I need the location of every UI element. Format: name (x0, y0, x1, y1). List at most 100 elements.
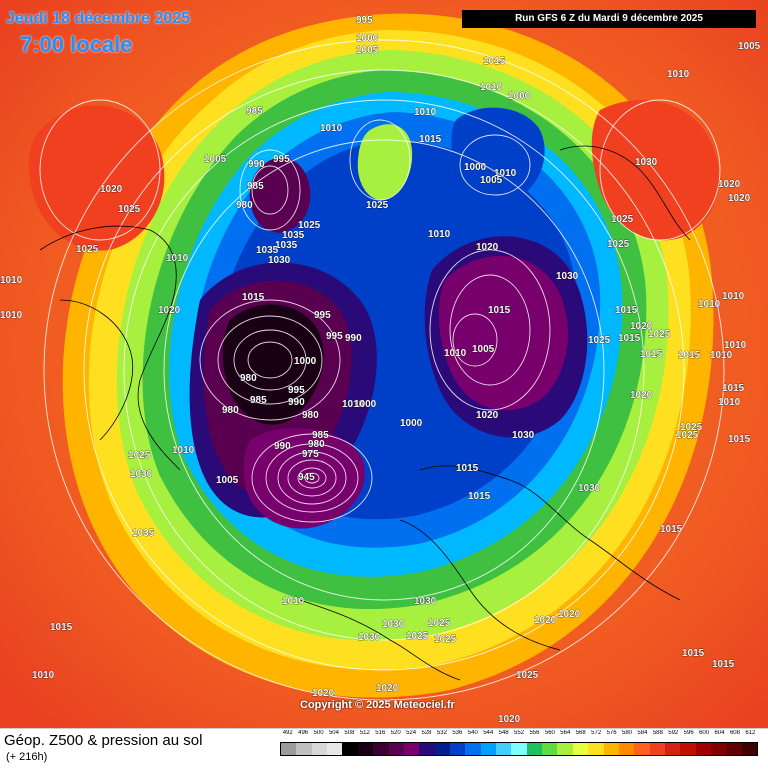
legend-label: 556 (529, 730, 540, 736)
isobar-label: 1000 (508, 91, 531, 102)
legend-label: 536 (452, 730, 463, 736)
isobar-label: 1010 (480, 82, 503, 93)
legend-label: 512 (359, 730, 370, 736)
isobar-label: 1010 (722, 291, 745, 302)
legend-label: 564 (560, 730, 571, 736)
isobar-label: 1010 (282, 596, 305, 607)
isobar-label: 1030 (578, 483, 601, 494)
isobar-label: 995 (314, 310, 331, 321)
isobar-label: 1020 (718, 179, 741, 190)
footer-bar: Géop. Z500 & pression au sol (+ 216h) 49… (0, 728, 768, 769)
legend-swatch (572, 743, 589, 755)
isobar-label: 980 (222, 405, 239, 416)
legend-swatch (711, 743, 727, 755)
legend-swatch (281, 743, 297, 755)
legend-swatch (434, 743, 450, 755)
legend-label: 552 (514, 730, 525, 736)
legend-label: 568 (575, 730, 586, 736)
isobar-label: 1030 (268, 255, 291, 266)
legend-swatch (388, 743, 404, 755)
legend-swatch (680, 743, 696, 755)
isobar-label: 1010 (32, 670, 55, 681)
isobar-label: 1015 (488, 305, 511, 316)
legend-label: 528 (421, 730, 432, 736)
isobar-label: 985 (312, 430, 329, 441)
isobar-label: 1015 (722, 383, 745, 394)
isobar-label: 1010 (320, 123, 343, 134)
legend-label: 548 (498, 730, 509, 736)
legend-swatch (419, 743, 435, 755)
legend-label: 596 (683, 730, 694, 736)
isobar-label: 1015 (419, 134, 442, 145)
legend-label: 532 (436, 730, 447, 736)
isobar-label: 1025 (366, 200, 389, 211)
isobar-label: 1035 (282, 230, 305, 241)
isobar-label: 1025 (76, 244, 99, 255)
legend-label: 516 (375, 730, 386, 736)
isobar-label: 980 (236, 200, 253, 211)
isobar-label: 1020 (376, 683, 399, 694)
isobar-label: 1025 (680, 422, 703, 433)
isobar-label: 1015 (682, 648, 705, 659)
isobar-label: 1030 (382, 619, 405, 630)
isobar-label: 980 (308, 439, 325, 450)
isobar-label: 1010 (724, 340, 747, 351)
isobar-label: 985 (246, 106, 263, 117)
forecast-hour: (+ 216h) (6, 751, 48, 763)
isobar-label: 1020 (630, 321, 653, 332)
isobar-label: 1030 (130, 469, 153, 480)
isobar-label: 985 (247, 181, 264, 192)
legend-swatch (480, 743, 497, 755)
legend-label: 604 (714, 730, 725, 736)
legend-swatch (526, 743, 543, 755)
isobar-label: 1015 (242, 292, 265, 303)
legend-swatch (603, 743, 619, 755)
isobar-label: 1010 (494, 168, 517, 179)
isobar-label: 1010 (166, 253, 189, 264)
pressure-labels: 995 1000 1005 1005 1015 1010 1010 1000 9… (0, 15, 761, 726)
legend-label: 500 (313, 730, 324, 736)
isobar-label: 990 (288, 397, 305, 408)
isobar-label: 980 (302, 410, 319, 421)
legend-label: 612 (745, 730, 756, 736)
legend-swatch (588, 743, 604, 755)
isobar-label: 1025 (298, 220, 321, 231)
copyright: Copyright © 2025 Meteociel.fr (300, 699, 455, 711)
isobar-label: 1025 (434, 634, 457, 645)
isobar-label: 980 (240, 373, 257, 384)
isobar-label: 1005 (480, 175, 503, 186)
legend-label: 608 (729, 730, 740, 736)
isobar-label: 1025 (648, 329, 671, 340)
isobar-label: 1020 (312, 688, 335, 699)
isobar-label: 990 (248, 159, 265, 170)
isobar-label: 1005 (216, 475, 239, 486)
legend-swatch (449, 743, 466, 755)
legend-label: 504 (328, 730, 339, 736)
isobar-label: 1030 (414, 596, 437, 607)
isobar-label: 1020 (476, 242, 499, 253)
isobar-label: 995 (356, 15, 373, 26)
isobar-label: 1015 (678, 350, 701, 361)
legend-label: 540 (467, 730, 478, 736)
legend-swatch (649, 743, 665, 755)
legend-swatch (296, 743, 312, 755)
legend-swatch (403, 743, 420, 755)
isobar-label: 1010 (342, 399, 365, 410)
isobar-label: 1020 (158, 305, 181, 316)
legend-label: 572 (591, 730, 602, 736)
isobar-label: 1010 (667, 69, 690, 80)
isobar-label: 1020 (476, 410, 499, 421)
isobar-label: 1020 (728, 193, 751, 204)
legend-swatch (557, 743, 573, 755)
legend-label: 600 (699, 730, 710, 736)
legend-swatch (496, 743, 512, 755)
legend-label: 576 (606, 730, 617, 736)
isobar-label: 1000 (356, 33, 379, 44)
isobar-label: 1000 (400, 418, 423, 429)
forecast-date: Jeudi 18 décembre 2025 (6, 10, 191, 27)
isobar-label: 1015 (468, 491, 491, 502)
legend-swatch (357, 743, 374, 755)
isobar-label: 1010 (698, 299, 721, 310)
isobar-label: 1025 (406, 631, 429, 642)
isobar-label: 1015 (640, 349, 663, 360)
